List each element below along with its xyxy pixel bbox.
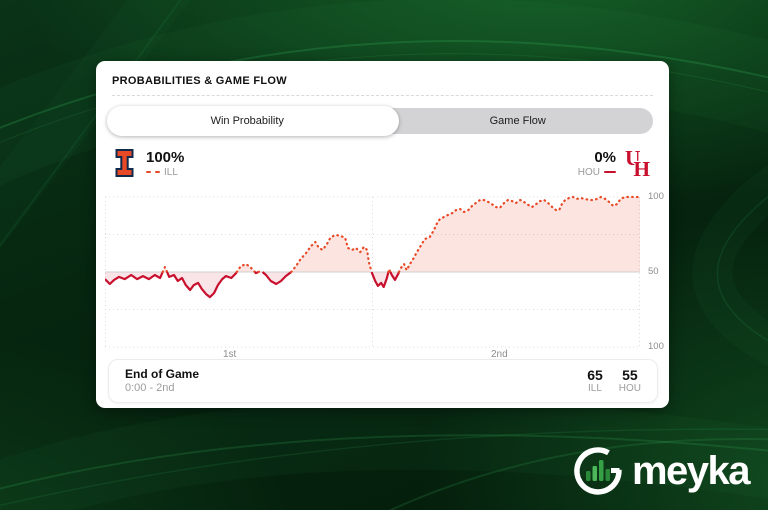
probabilities-card: PROBABILITIES & GAME FLOW Win Probabilit… [96, 61, 669, 408]
toggle-selected-pill [107, 106, 399, 136]
away-abbr: HOU [577, 166, 600, 178]
tab-win-probability[interactable]: Win Probability [210, 115, 284, 127]
away-score-team: HOU [618, 383, 641, 394]
home-score-team: ILL [588, 383, 602, 394]
tab-game-flow[interactable]: Game Flow [489, 115, 546, 127]
home-legend: ILL [146, 167, 184, 178]
card-title: PROBABILITIES & GAME FLOW [112, 75, 287, 87]
chart-gridlines [105, 196, 640, 348]
home-line-swatch-icon [146, 171, 151, 173]
meyka-ring-bars-logo [574, 447, 622, 495]
svg-text:U: U [625, 146, 641, 170]
svg-text:H: H [633, 157, 650, 180]
away-score-col: 55 HOU [619, 367, 641, 395]
game-status-text: End of Game 0:00 - 2nd [125, 367, 199, 395]
y-axis-label-top: 100 [648, 191, 664, 202]
away-line-swatch-icon [604, 171, 616, 173]
home-team: 100% ILL [112, 147, 184, 179]
x-axis-label-2nd: 2nd [491, 349, 508, 360]
home-score-col: 65 ILL [587, 367, 603, 395]
teams-row: 100% ILL 0% HOU U H H [112, 144, 653, 182]
final-scores: 65 ILL 55 HOU [587, 367, 641, 395]
away-win-pct: 0% [594, 148, 616, 166]
game-status-title: End of Game [125, 367, 200, 381]
y-axis-label-bottom: 100 [648, 341, 664, 352]
game-clock: 0:00 - 2nd [125, 382, 175, 394]
home-win-pct: 100% [146, 148, 185, 166]
view-toggle: Win Probability Game Flow [107, 106, 653, 136]
y-axis-label-mid: 50 [648, 266, 659, 277]
houston-uh-logo: U H H [625, 146, 652, 180]
brand-watermark: meyka [571, 444, 751, 498]
x-axis-label-1st: 1st [223, 349, 237, 360]
brand-name: meyka [631, 449, 751, 493]
chart-strokes [105, 195, 640, 299]
home-abbr: ILL [164, 166, 178, 178]
svg-text:H: H [633, 157, 650, 180]
chart-plot-area[interactable] [105, 192, 640, 357]
win-probability-chart[interactable]: 100 50 100 1st 2nd [105, 191, 664, 364]
away-team: 0% HOU U H H [578, 146, 653, 180]
away-score: 55 [622, 367, 638, 383]
illinois-block-i-logo [115, 149, 134, 177]
home-score: 65 [587, 367, 603, 383]
meyka-bars-icon [585, 460, 610, 481]
game-status-row: End of Game 0:00 - 2nd 65 ILL 55 HOU [108, 359, 658, 403]
away-legend: HOU [578, 167, 616, 178]
dashed-divider [112, 95, 653, 96]
home-line-swatch-icon [155, 171, 160, 173]
